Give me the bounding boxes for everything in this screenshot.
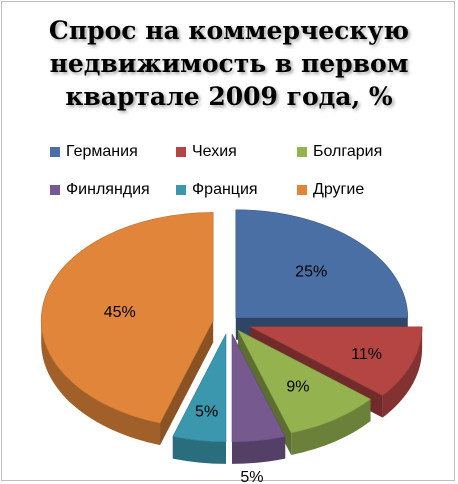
chart-title-line-3: квартале 2009 года, % — [65, 82, 393, 111]
pie-slice-side — [232, 436, 286, 464]
pie-label-france: 5% — [195, 404, 218, 421]
chart-title-line-2: недвижимость в первом — [49, 49, 409, 78]
pie-slice-top — [237, 329, 372, 434]
chart-title: Спрос на коммерческую недвижимость в пер… — [0, 14, 458, 113]
pie-slice-finland — [231, 333, 286, 464]
pie-slice-side — [41, 320, 161, 446]
chart-title-line-1: Спрос на коммерческую — [48, 16, 410, 45]
pie-slice-top — [249, 326, 423, 396]
pie-slice-top — [235, 209, 409, 319]
pie-label-finland: 5% — [240, 469, 263, 484]
pie-label-bulgaria: 9% — [286, 379, 309, 396]
pie-label-czechia: 11% — [351, 346, 382, 363]
pie-slice-other — [40, 212, 214, 446]
pie-slice-top — [231, 333, 286, 443]
pie-slice-top — [40, 212, 214, 424]
pie-slice-france — [172, 333, 227, 464]
pie-label-other: 45% — [104, 304, 136, 321]
pie-slice-side — [382, 326, 423, 418]
pie-label-germany: 25% — [295, 263, 327, 280]
pie-slice-top — [172, 333, 227, 443]
pie-slice-wall — [160, 320, 214, 446]
pie-slice-side — [291, 399, 371, 455]
pie-slice-side — [172, 436, 226, 464]
